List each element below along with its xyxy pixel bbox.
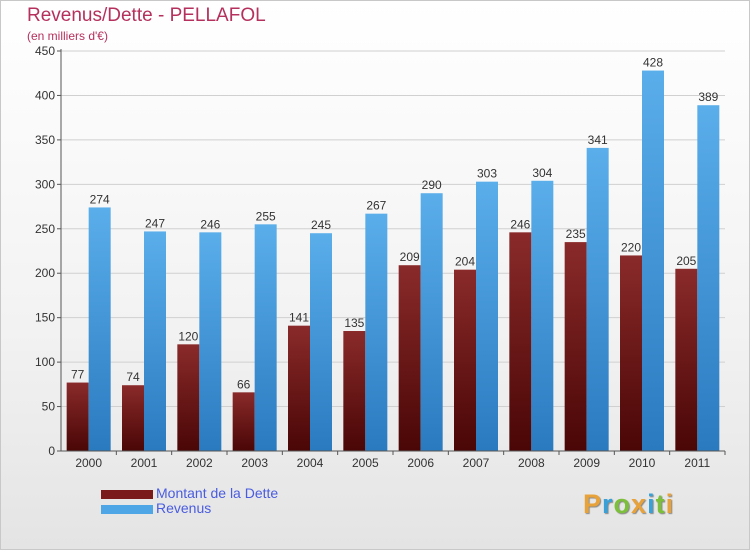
gridlines [61, 50, 725, 452]
data-label-revenus: 247 [145, 216, 165, 230]
bar-revenus [365, 213, 388, 451]
logo-letter: x [631, 489, 648, 519]
data-label-revenus: 267 [366, 199, 386, 213]
legend-swatch-revenus [101, 505, 153, 514]
data-label-revenus: 304 [532, 166, 552, 180]
data-label-dette: 209 [400, 250, 420, 264]
proxiti-logo: Proxiti [583, 489, 674, 520]
y-tick-label: 50 [42, 400, 56, 414]
x-tick-label: 2000 [75, 456, 102, 470]
data-label-dette: 77 [71, 368, 85, 382]
logo-letter: o [613, 489, 632, 519]
legend-label-revenus: Revenus [156, 500, 212, 516]
data-label-revenus: 389 [698, 90, 718, 104]
bar-dette [177, 344, 200, 451]
bar-dette [288, 325, 310, 451]
logo-letter: P [583, 489, 603, 519]
chart-subtitle: (en milliers d'€) [27, 29, 108, 43]
bar-dette [398, 265, 421, 451]
x-tick-label: 2004 [297, 456, 324, 470]
data-label-revenus: 245 [311, 218, 331, 232]
bar-revenus [199, 232, 222, 451]
bars [66, 70, 720, 452]
bar-dette [509, 232, 532, 451]
bar-revenus [88, 207, 111, 451]
data-label-revenus: 255 [256, 209, 276, 223]
y-tick-label: 250 [35, 222, 55, 236]
bar-dette [620, 255, 642, 451]
data-label-revenus: 290 [422, 178, 442, 192]
bar-revenus [586, 147, 609, 451]
data-label-dette: 235 [566, 227, 586, 241]
bar-revenus [420, 193, 443, 451]
data-label-dette: 141 [289, 311, 309, 325]
labels: 0 50 100 150 200 250 300 350 400 450 2000 77 274 2001… [35, 44, 719, 470]
data-label-dette: 74 [126, 370, 140, 384]
y-tick-label: 400 [35, 88, 55, 102]
x-tick-label: 2009 [573, 456, 600, 470]
bar-dette [675, 268, 698, 451]
logo-letter: i [647, 489, 656, 519]
bar-dette [232, 392, 255, 451]
x-tick-label: 2011 [684, 456, 710, 470]
data-label-dette: 220 [621, 240, 641, 254]
y-tick-label: 100 [35, 355, 55, 369]
bar-revenus [476, 181, 498, 451]
data-label-dette: 204 [455, 255, 475, 269]
legend-swatch-dette [101, 490, 153, 499]
bar-revenus [531, 180, 554, 451]
bar-dette [66, 382, 89, 451]
x-tick-label: 2001 [131, 456, 158, 470]
y-tick-label: 150 [35, 311, 55, 325]
axes [57, 49, 726, 455]
data-label-dette: 246 [510, 217, 530, 231]
x-tick-label: 2010 [629, 456, 656, 470]
x-tick-label: 2003 [241, 456, 268, 470]
x-tick-label: 2007 [463, 456, 490, 470]
x-tick-label: 2008 [518, 456, 545, 470]
data-label-revenus: 246 [200, 217, 220, 231]
y-tick-label: 300 [35, 177, 55, 191]
bar-dette [454, 269, 476, 451]
logo-letter: i [665, 489, 675, 519]
bar-revenus [310, 233, 332, 451]
logo-letter: t [655, 489, 666, 519]
x-tick-label: 2002 [186, 456, 213, 470]
y-tick-label: 350 [35, 133, 55, 147]
y-tick-label: 0 [48, 444, 55, 458]
data-label-dette: 135 [344, 316, 364, 330]
x-tick-label: 2006 [407, 456, 434, 470]
bar-dette [122, 385, 144, 451]
data-label-dette: 66 [237, 377, 251, 391]
data-label-revenus: 341 [588, 133, 608, 147]
legend-label-dette: Montant de la Dette [156, 485, 279, 501]
bar-dette [343, 331, 366, 451]
bar-revenus [697, 105, 720, 451]
bar-revenus [254, 224, 277, 451]
data-label-revenus: 274 [90, 192, 110, 206]
data-label-revenus: 303 [477, 167, 497, 181]
data-label-dette: 120 [178, 329, 198, 343]
y-tick-label: 200 [35, 266, 55, 280]
y-tick-label: 450 [35, 44, 55, 58]
bar-revenus [642, 70, 664, 452]
bar-revenus [144, 231, 166, 451]
x-tick-label: 2005 [352, 456, 379, 470]
data-label-revenus: 428 [643, 56, 663, 70]
bar-dette [564, 242, 587, 451]
chart-title: Revenus/Dette - PELLAFOL [27, 5, 266, 26]
logo-letter: r [602, 489, 614, 519]
data-label-dette: 205 [676, 254, 696, 268]
